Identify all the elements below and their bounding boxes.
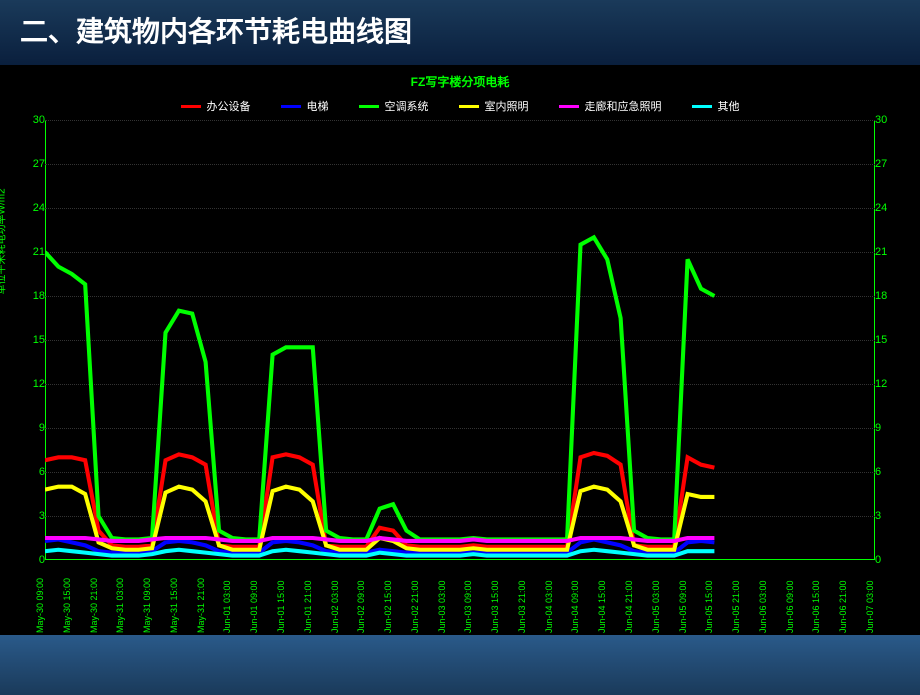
legend-swatch bbox=[692, 105, 712, 108]
y-tick-right: 12 bbox=[875, 378, 915, 390]
x-axis: May-30 09:00May-30 15:00May-30 21:00May-… bbox=[45, 563, 875, 633]
x-tick: Jun-03 09:00 bbox=[463, 580, 473, 633]
legend-label: 室内照明 bbox=[485, 98, 529, 114]
x-tick: Jun-06 09:00 bbox=[785, 580, 795, 633]
x-tick: Jun-03 15:00 bbox=[490, 580, 500, 633]
y-axis-left: 单位平米耗电功率W/m2 036912151821242730 bbox=[5, 120, 45, 560]
plot-svg bbox=[45, 120, 875, 560]
x-tick: May-30 09:00 bbox=[35, 578, 45, 633]
x-tick: Jun-04 03:00 bbox=[544, 580, 554, 633]
plot-area bbox=[45, 120, 875, 560]
x-tick: May-31 03:00 bbox=[115, 578, 125, 633]
legend-item: 办公设备 bbox=[181, 98, 251, 114]
legend-label: 空调系统 bbox=[385, 98, 429, 114]
y-tick-right: 15 bbox=[875, 334, 915, 346]
legend-label: 走廊和应急照明 bbox=[585, 98, 662, 114]
legend-label: 其他 bbox=[718, 98, 740, 114]
x-tick: Jun-04 21:00 bbox=[624, 580, 634, 633]
x-tick: Jun-06 15:00 bbox=[811, 580, 821, 633]
y-tick-left: 6 bbox=[5, 466, 45, 478]
legend-swatch bbox=[359, 105, 379, 108]
legend-item: 走廊和应急照明 bbox=[559, 98, 662, 114]
y-tick-right: 24 bbox=[875, 202, 915, 214]
y-tick-right: 21 bbox=[875, 246, 915, 258]
x-tick: Jun-02 15:00 bbox=[383, 580, 393, 633]
x-tick: Jun-01 21:00 bbox=[303, 580, 313, 633]
x-tick: Jun-04 09:00 bbox=[570, 580, 580, 633]
footer-bar bbox=[0, 635, 920, 695]
x-tick: Jun-03 03:00 bbox=[437, 580, 447, 633]
y-tick-left: 24 bbox=[5, 202, 45, 214]
legend-swatch bbox=[181, 105, 201, 108]
page-title: 二、建筑物内各环节耗电曲线图 bbox=[0, 0, 920, 65]
x-tick: May-31 09:00 bbox=[142, 578, 152, 633]
legend: 办公设备 电梯 空调系统 室内照明 走廊和应急照明 其他 bbox=[0, 90, 920, 122]
chart-container: FZ写字楼分项电耗 办公设备电梯空调系统室内照明走廊和应急照明其他 单位平米耗电… bbox=[0, 65, 920, 635]
legend-label: 办公设备 bbox=[207, 98, 251, 114]
y-tick-right: 18 bbox=[875, 290, 915, 302]
x-tick: Jun-06 03:00 bbox=[758, 580, 768, 633]
y-tick-left: 21 bbox=[5, 246, 45, 258]
x-tick: Jun-04 15:00 bbox=[597, 580, 607, 633]
series-line bbox=[45, 453, 714, 547]
y-tick-right: 27 bbox=[875, 158, 915, 170]
chart-title: FZ写字楼分项电耗 bbox=[0, 65, 920, 90]
x-tick: Jun-05 15:00 bbox=[704, 580, 714, 633]
legend-item: 室内照明 bbox=[459, 98, 529, 114]
y-tick-left: 0 bbox=[5, 554, 45, 566]
y-axis-right: 036912151821242730 bbox=[875, 120, 915, 560]
y-tick-right: 0 bbox=[875, 554, 915, 566]
y-tick-right: 9 bbox=[875, 422, 915, 434]
x-tick: May-31 15:00 bbox=[169, 578, 179, 633]
x-tick: Jun-05 03:00 bbox=[651, 580, 661, 633]
x-tick: Jun-01 09:00 bbox=[249, 580, 259, 633]
x-tick: Jun-07 03:00 bbox=[865, 580, 875, 633]
y-tick-left: 9 bbox=[5, 422, 45, 434]
x-tick: Jun-03 21:00 bbox=[517, 580, 527, 633]
x-tick: Jun-01 03:00 bbox=[222, 580, 232, 633]
legend-label: 电梯 bbox=[307, 98, 329, 114]
legend-swatch bbox=[559, 105, 579, 108]
y-tick-left: 18 bbox=[5, 290, 45, 302]
legend-swatch bbox=[281, 105, 301, 108]
legend-item: 空调系统 bbox=[359, 98, 429, 114]
x-tick: Jun-05 21:00 bbox=[731, 580, 741, 633]
x-tick: Jun-06 21:00 bbox=[838, 580, 848, 633]
x-tick: Jun-05 09:00 bbox=[678, 580, 688, 633]
y-tick-left: 12 bbox=[5, 378, 45, 390]
y-tick-left: 27 bbox=[5, 158, 45, 170]
y-tick-right: 3 bbox=[875, 510, 915, 522]
x-tick: Jun-02 03:00 bbox=[330, 580, 340, 633]
y-tick-left: 15 bbox=[5, 334, 45, 346]
x-tick: Jun-02 09:00 bbox=[356, 580, 366, 633]
y-tick-left: 3 bbox=[5, 510, 45, 522]
y-tick-right: 6 bbox=[875, 466, 915, 478]
y-tick-left: 30 bbox=[5, 114, 45, 126]
legend-item: 电梯 bbox=[281, 98, 329, 114]
x-tick: May-30 21:00 bbox=[89, 578, 99, 633]
x-tick: May-30 15:00 bbox=[62, 578, 72, 633]
x-tick: Jun-01 15:00 bbox=[276, 580, 286, 633]
x-tick: Jun-02 21:00 bbox=[410, 580, 420, 633]
x-tick: May-31 21:00 bbox=[196, 578, 206, 633]
y-tick-right: 30 bbox=[875, 114, 915, 126]
legend-item: 其他 bbox=[692, 98, 740, 114]
legend-swatch bbox=[459, 105, 479, 108]
